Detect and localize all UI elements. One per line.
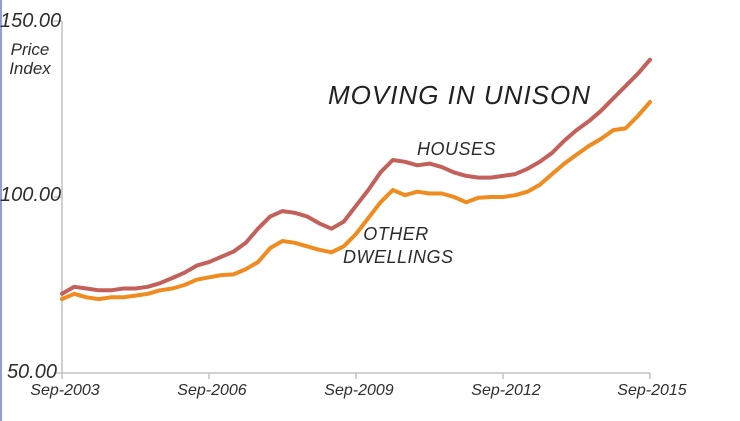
y-tick-label-50: 50.00 — [6, 361, 57, 383]
x-tick-label-sep-2012: Sep-2012 — [471, 382, 541, 399]
y-tick-label-150: 150.00 — [0, 10, 62, 32]
left-accent-strip — [0, 0, 2, 421]
x-tick-label-sep-2015: Sep-2015 — [617, 382, 687, 399]
x-tick-label-sep-2003: Sep-2003 — [30, 382, 100, 399]
chart-title: MOVING IN UNISON — [328, 80, 592, 110]
y-axis-title: Price Index — [2, 40, 58, 78]
y-axis-title-line1: Price — [10, 40, 50, 59]
houses-series-label: HOUSES — [417, 139, 497, 159]
y-tick-label-100: 100.00 — [0, 184, 62, 206]
other-dwellings-line — [60, 100, 652, 302]
y-axis-title-line2: Index — [9, 59, 51, 78]
houses-line — [60, 57, 652, 296]
other-dwellings-series-label: OTHER DWELLINGS — [343, 224, 454, 267]
x-tick-label-sep-2009: Sep-2009 — [324, 382, 394, 399]
axis-lines — [61, 21, 650, 374]
x-tick-label-sep-2006: Sep-2006 — [177, 382, 247, 399]
